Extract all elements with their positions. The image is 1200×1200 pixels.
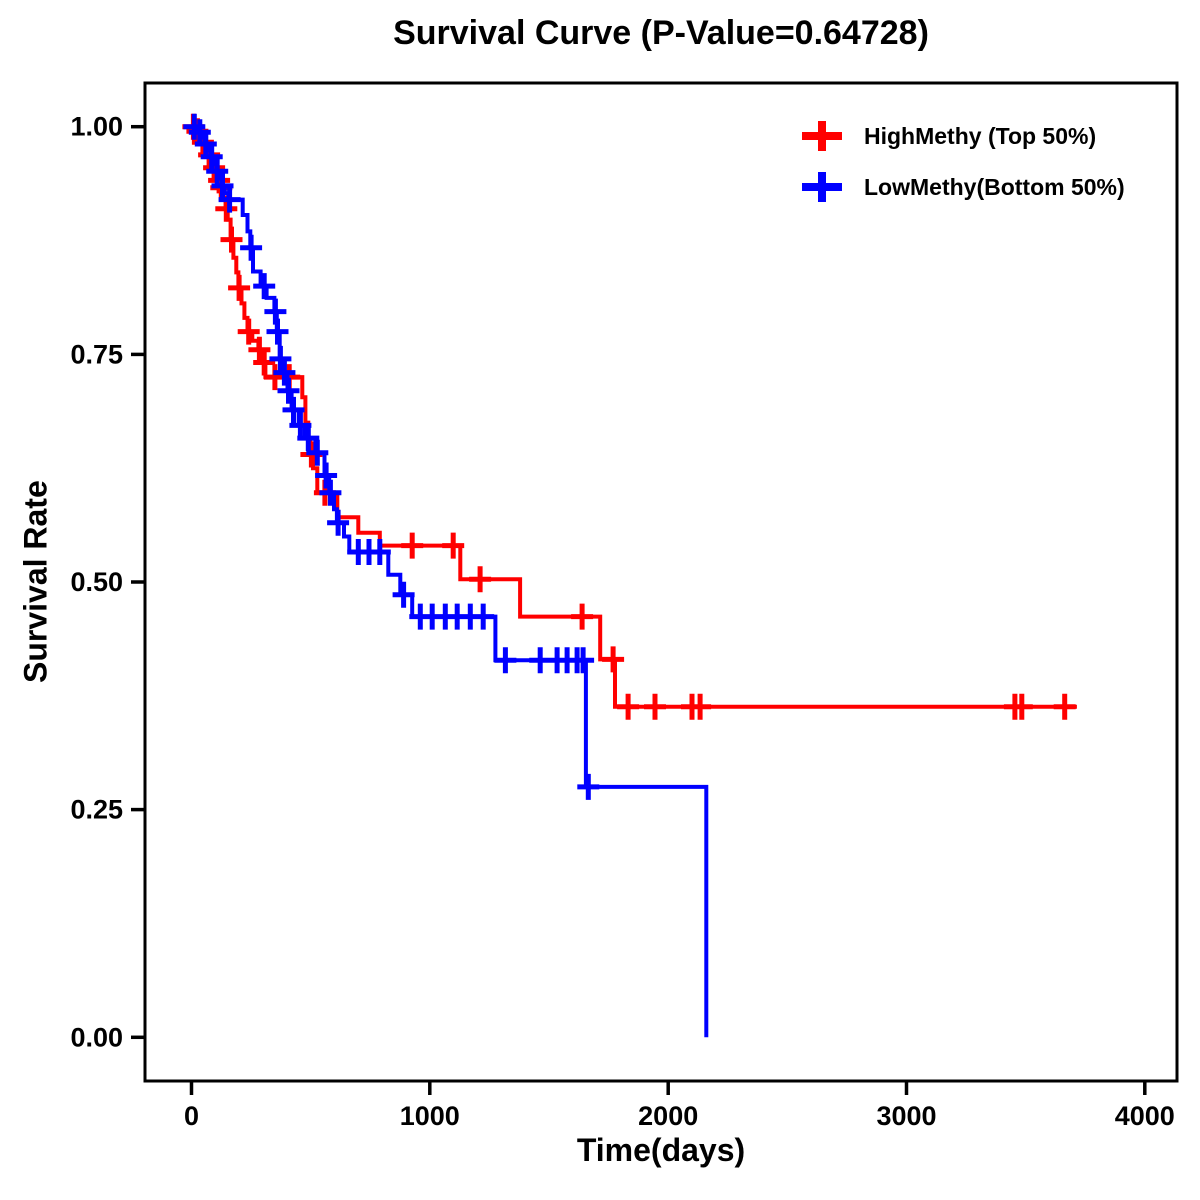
y-tick-label: 0.50 bbox=[70, 567, 123, 597]
x-tick-label: 4000 bbox=[1115, 1101, 1175, 1131]
x-tick-label: 0 bbox=[184, 1101, 199, 1131]
lowmethy-censor-marks bbox=[183, 113, 600, 800]
legend-label-highmethy: HighMethy (Top 50%) bbox=[864, 122, 1097, 149]
y-axis: 0.00 0.25 0.50 0.75 1.00 bbox=[70, 112, 145, 1052]
lowmethy-cross-icon bbox=[802, 172, 842, 202]
highmethy-censor-marks bbox=[182, 113, 1076, 720]
y-tick-label: 1.00 bbox=[70, 112, 123, 142]
y-axis-label: Survival Rate bbox=[17, 480, 54, 684]
plot-border bbox=[143, 81, 1179, 1083]
x-tick-label: 2000 bbox=[638, 1101, 698, 1131]
highmethy-cross-icon bbox=[802, 121, 842, 151]
y-tick-label: 0.00 bbox=[70, 1022, 123, 1052]
y-tick-label: 0.25 bbox=[70, 795, 123, 825]
x-tick-label: 3000 bbox=[876, 1101, 936, 1131]
x-axis-label: Time(days) bbox=[576, 1132, 746, 1168]
x-tick-label: 1000 bbox=[400, 1101, 460, 1131]
x-axis: 0 1000 2000 3000 4000 bbox=[184, 1081, 1175, 1131]
y-tick-label: 0.75 bbox=[70, 339, 123, 369]
highmethy-curve bbox=[191, 124, 1077, 709]
legend-item-lowmethy: LowMethy(Bottom 50%) bbox=[799, 170, 1125, 204]
chart-title: Survival Curve (P-Value=0.64728) bbox=[393, 14, 929, 52]
legend-label-lowmethy: LowMethy(Bottom 50%) bbox=[864, 173, 1125, 200]
legend: HighMethy (Top 50%) LowMethy(Bottom 50%) bbox=[799, 119, 1125, 204]
lowmethy-curve bbox=[191, 124, 709, 1038]
legend-item-highmethy: HighMethy (Top 50%) bbox=[799, 119, 1125, 153]
